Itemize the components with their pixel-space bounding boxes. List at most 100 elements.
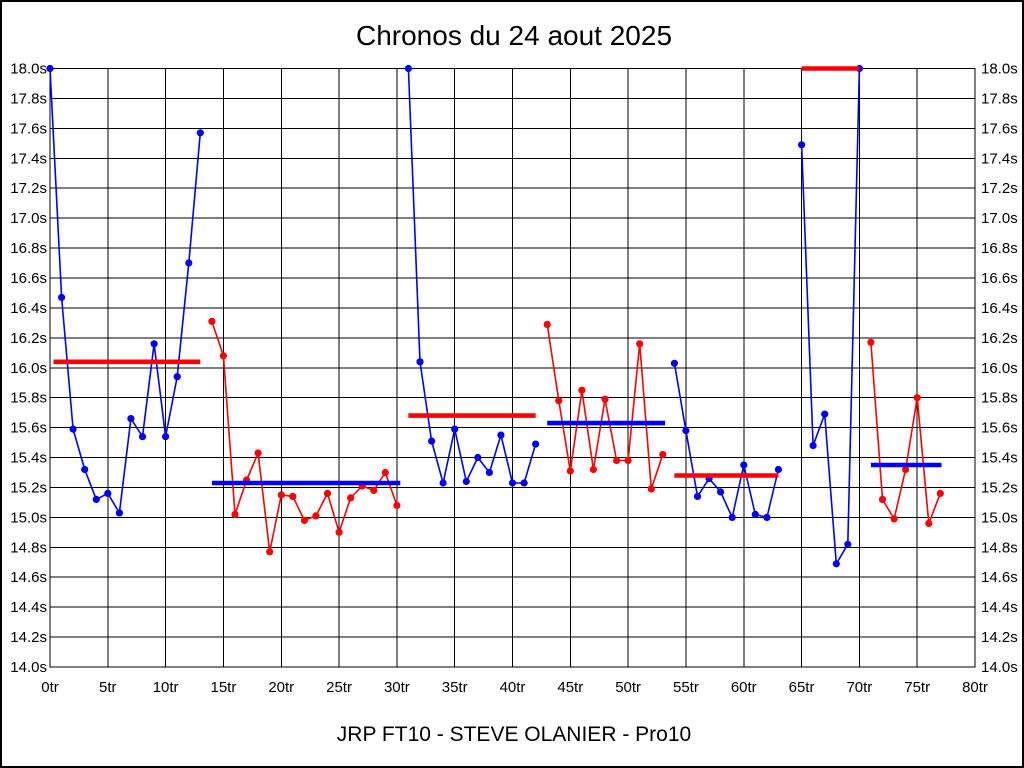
y-axis-label-right: 14.4s	[981, 599, 1018, 616]
lap-data-point	[46, 64, 54, 73]
lap-data-point	[636, 340, 644, 348]
y-axis-label-left: 17.6s	[10, 120, 47, 137]
chart-title: Chronos du 24 aout 2025	[355, 20, 673, 51]
y-axis-label-right: 15.8s	[981, 390, 1018, 407]
lap-data-point	[92, 495, 100, 503]
lap-data-point	[104, 489, 112, 497]
lap-data-point	[497, 431, 505, 439]
y-axis-label-right: 17.0s	[981, 210, 1018, 227]
lap-data-point	[532, 440, 540, 448]
y-axis-label-right: 18.0s	[981, 61, 1018, 78]
lap-data-point	[219, 352, 227, 360]
lap-data-point	[508, 479, 517, 487]
y-axis-label-right: 16.0s	[981, 360, 1018, 377]
x-axis-label: 15tr	[211, 679, 237, 696]
x-axis-label: 40tr	[500, 679, 526, 696]
lap-data-point	[138, 433, 147, 441]
lap-data-point	[127, 415, 135, 423]
lap-data-point	[682, 427, 690, 435]
y-axis-label-left: 15.6s	[10, 420, 47, 437]
lap-series-line	[673, 362, 780, 519]
lap-data-point	[370, 486, 378, 494]
y-axis-label-left: 16.0s	[10, 360, 47, 377]
lap-data-point	[393, 501, 401, 509]
lap-data-point	[613, 456, 621, 465]
x-axis-label: 5tr	[99, 679, 117, 696]
y-axis-label-right: 15.2s	[981, 479, 1018, 496]
lap-data-point	[58, 293, 66, 301]
y-axis-label-left: 14.4s	[10, 599, 47, 616]
y-axis-label-left: 16.4s	[10, 300, 47, 317]
lap-data-point	[647, 485, 655, 493]
lap-data-point	[913, 394, 921, 402]
lap-series-line	[546, 323, 664, 490]
lap-data-point	[381, 468, 389, 477]
lap-data-point	[404, 64, 412, 73]
y-axis-label-right: 17.4s	[981, 150, 1018, 167]
lap-data-point	[69, 425, 77, 433]
x-axis-label: 75tr	[904, 679, 930, 696]
lap-data-point	[693, 492, 702, 500]
lap-data-point	[798, 141, 806, 149]
lap-data-point	[601, 395, 609, 403]
lap-data-point	[936, 489, 944, 497]
lap-data-point	[451, 425, 459, 433]
y-axis-label-right: 14.6s	[981, 569, 1018, 586]
x-axis-label: 70tr	[846, 679, 872, 696]
lap-data-point	[162, 433, 170, 441]
y-axis-label-left: 15.0s	[10, 509, 47, 526]
lap-data-point	[347, 494, 355, 502]
x-axis-label: 55tr	[673, 679, 699, 696]
lap-data-point	[589, 465, 598, 474]
lap-data-point	[566, 467, 574, 475]
y-axis-label-left: 17.2s	[10, 180, 47, 197]
lap-data-point	[925, 519, 933, 528]
y-axis-label-left: 15.8s	[10, 390, 47, 407]
lap-data-point	[439, 479, 447, 487]
lap-data-point	[809, 442, 817, 450]
x-axis-label: 80tr	[962, 679, 988, 696]
y-axis-label-right: 16.8s	[981, 240, 1018, 257]
y-axis-label-left: 17.0s	[10, 210, 47, 227]
x-axis-label: 30tr	[384, 679, 410, 696]
lap-data-point	[890, 515, 898, 523]
plot-border	[49, 67, 976, 668]
y-axis-label-right: 14.0s	[981, 659, 1018, 676]
lap-data-point	[821, 410, 829, 418]
lap-data-point	[485, 468, 493, 477]
lap-data-point	[774, 465, 783, 474]
x-axis-label: 0tr	[41, 679, 59, 696]
x-axis-label: 20tr	[268, 679, 294, 696]
y-axis-label-right: 15.4s	[981, 450, 1018, 467]
y-axis-label-left: 16.8s	[10, 240, 47, 257]
lap-data-point	[751, 510, 759, 518]
chart-caption: JRP FT10 - STEVE OLANIER - Pro10	[336, 723, 692, 746]
lap-data-point	[277, 491, 285, 499]
lap-data-point	[474, 453, 482, 462]
y-axis-label-left: 17.8s	[10, 90, 47, 107]
lap-data-point	[578, 386, 586, 394]
y-axis-label-left: 15.2s	[10, 479, 47, 496]
lap-data-point	[300, 516, 308, 525]
lap-data-point	[185, 259, 193, 267]
lap-data-point	[670, 359, 679, 367]
x-axis-label: 60tr	[731, 679, 757, 696]
lap-data-point	[520, 479, 528, 487]
lap-data-point	[312, 512, 320, 520]
y-axis-label-right: 15.6s	[981, 420, 1018, 437]
y-axis-label-left: 14.2s	[10, 629, 47, 646]
lap-data-point	[115, 509, 123, 517]
lap-data-point	[867, 338, 875, 346]
y-axis-label-left: 15.4s	[10, 450, 47, 467]
y-axis-label-left: 16.2s	[10, 330, 47, 347]
lap-data-point	[173, 373, 181, 381]
lap-data-point	[231, 510, 239, 518]
y-axis-label-left: 14.0s	[10, 659, 47, 676]
lap-data-point	[878, 495, 887, 503]
lap-data-point	[335, 528, 343, 536]
x-axis-label: 45tr	[557, 679, 583, 696]
lap-data-point	[428, 437, 436, 445]
lap-data-point	[659, 450, 667, 459]
lap-data-point	[728, 513, 736, 521]
